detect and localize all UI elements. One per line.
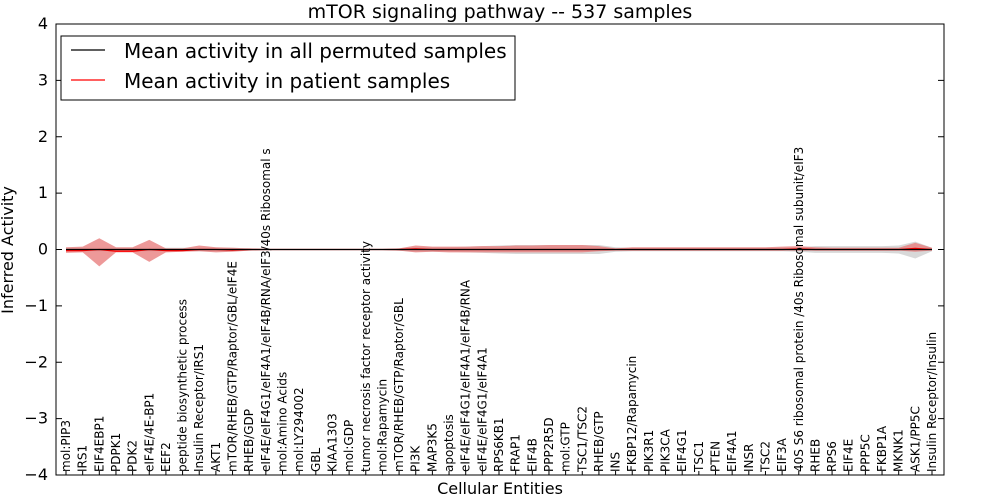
x-category-label: EIF3A xyxy=(775,437,789,472)
x-category-label: mol:Rapamycin xyxy=(375,379,389,472)
x-category-label: mol:GDP xyxy=(342,420,356,472)
x-axis-title: Cellular Entities xyxy=(437,479,563,498)
x-category-label: peptide biosynthetic process xyxy=(176,299,190,472)
x-category-label: RPS6KB1 xyxy=(492,417,506,472)
x-category-label: TSC1/TSC2 xyxy=(575,406,589,473)
y-tick-label: −1 xyxy=(24,296,48,315)
y-tick-label: −4 xyxy=(24,465,48,484)
x-category-label: EEF2 xyxy=(159,442,173,472)
x-category-label: mTOR/RHEB/GTP/Raptor/GBL xyxy=(392,298,406,472)
x-category-label: GBL xyxy=(309,447,323,472)
x-category-label: mTOR/RHEB/GTP/Raptor/GBL/eIF4E xyxy=(226,261,240,472)
x-category-label: eIF4E/4E-BP1 xyxy=(142,393,156,472)
y-tick-label: 3 xyxy=(38,70,48,89)
legend-label-patient: Mean activity in patient samples xyxy=(124,69,450,93)
x-category-label: PDPK1 xyxy=(109,433,123,472)
y-tick-label: −3 xyxy=(24,409,48,428)
x-category-label: 40S S6 ribosomal protein /40s Ribosomal … xyxy=(792,147,806,472)
chart-title: mTOR signaling pathway -- 537 samples xyxy=(308,1,693,23)
x-category-label: INS xyxy=(609,452,623,472)
x-category-label: eIF4E/eIF4G1/eIF4A1/eIF4B/RNA/eIF3/40s R… xyxy=(259,148,273,472)
x-category-label: Insulin Receptor/IRS1 xyxy=(192,344,206,472)
x-category-label: eIF4E/eIF4G1/eIF4A1/eIF4B/RNA xyxy=(459,279,473,472)
x-category-label: EIF4G1 xyxy=(675,429,689,472)
x-category-label: IRS1 xyxy=(76,445,90,472)
x-category-label: EIF4B xyxy=(525,438,539,472)
x-category-label: PPP5C xyxy=(858,434,872,472)
y-tick-label: 1 xyxy=(38,183,48,202)
x-category-label: FRAP1 xyxy=(509,434,523,472)
legend: Mean activity in all permuted samples Me… xyxy=(60,35,516,101)
y-tick-label: 0 xyxy=(38,240,48,259)
x-category-label: INSR xyxy=(742,444,756,472)
x-category-label: MAP3K5 xyxy=(425,423,439,472)
x-category-label: RPS6 xyxy=(825,441,839,472)
x-category-label: apoptosis xyxy=(442,414,456,472)
x-category-label: PIK3CA xyxy=(659,428,673,472)
x-category-label: RHEB/GTP xyxy=(592,411,606,472)
y-tick-label: 2 xyxy=(38,127,48,146)
x-category-label: FKBP1A xyxy=(875,425,889,472)
x-category-label: mol:PIP3 xyxy=(59,420,73,472)
x-category-label: PTEN xyxy=(709,441,723,472)
x-category-label: mol:Amino Acids xyxy=(276,372,290,472)
x-category-label: ASK1/PP5C xyxy=(908,406,922,472)
y-axis-title: Inferred Activity xyxy=(0,186,17,314)
x-category-label: AKT1 xyxy=(209,442,223,472)
x-category-label: eIF4E/eIF4G1/eIF4A1 xyxy=(475,347,489,472)
x-category-label: PPP2R5D xyxy=(542,417,556,472)
x-category-label: Insulin Receptor/Insulin xyxy=(925,332,939,472)
patient-band xyxy=(66,238,932,267)
x-category-label: RHEB/GDP xyxy=(242,409,256,472)
x-category-label: tumor necrosis factor receptor activity xyxy=(359,241,373,472)
x-category-label: mol:LY294002 xyxy=(292,387,306,472)
legend-label-permuted: Mean activity in all permuted samples xyxy=(124,39,507,63)
x-category-label: KIAA1303 xyxy=(326,413,340,472)
x-category-label: TSC1 xyxy=(692,441,706,473)
x-category-label: MKNK1 xyxy=(892,429,906,472)
x-category-label: PI3K xyxy=(409,445,423,472)
x-category-label: EIF4E xyxy=(842,439,856,472)
x-category-label: EIF4A1 xyxy=(725,430,739,472)
x-category-label: PDK2 xyxy=(126,440,140,472)
x-category-label: EIF4EBP1 xyxy=(92,416,106,472)
x-category-label: TSC2 xyxy=(759,441,773,473)
y-tick-label: −2 xyxy=(24,352,48,371)
y-tick-label: 4 xyxy=(38,14,48,33)
x-category-label: mol:GTP xyxy=(559,422,573,472)
x-category-label: PIK3R1 xyxy=(642,430,656,472)
x-category-label: RHEB xyxy=(808,439,822,472)
x-category-label: FKBP12/Rapamycin xyxy=(625,356,639,472)
